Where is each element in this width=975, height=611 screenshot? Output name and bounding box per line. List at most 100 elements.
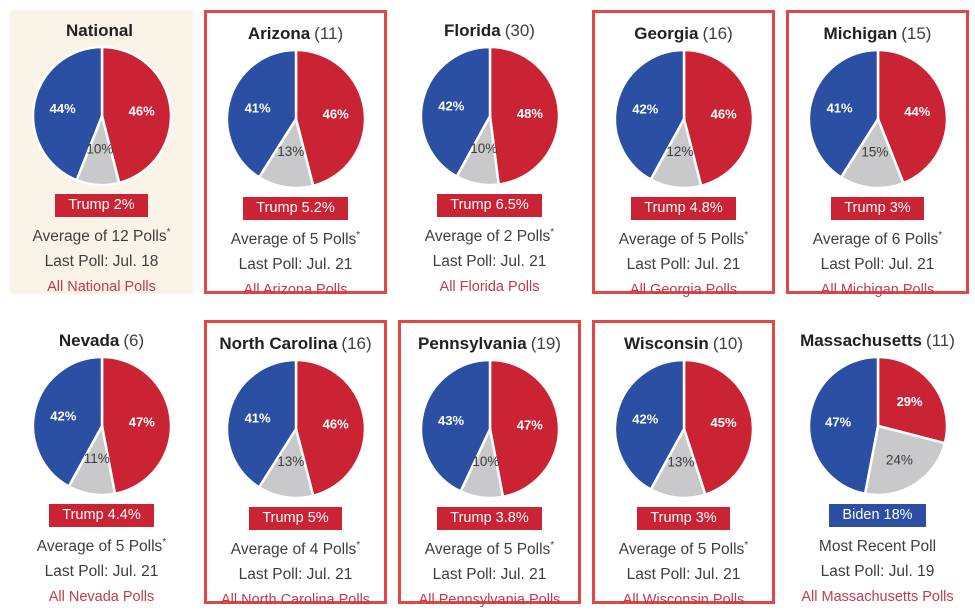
- lead-badge: Trump 6.5%: [437, 194, 542, 217]
- pie-label-undecided: 15%: [861, 144, 888, 159]
- footnote-asterisk: *: [744, 540, 749, 551]
- all-polls-link[interactable]: All Pennsylvania Polls: [418, 592, 561, 609]
- average-line: Average of 2 Polls*: [398, 224, 581, 246]
- all-polls-link[interactable]: All North Carolina Polls: [220, 592, 371, 609]
- average-line: Average of 12 Polls*: [10, 224, 193, 246]
- average-text: Average of 5 Polls: [618, 541, 745, 559]
- pie-slice-trump: [100, 45, 172, 185]
- pie-svg: 46% 12% 42%: [613, 48, 754, 190]
- pie-label-undecided: 10%: [470, 141, 497, 156]
- poll-pie-chart: 46% 13% 41%: [207, 357, 384, 503]
- pie-slice-trump: [294, 48, 366, 188]
- card-title-row: Nevada (6): [10, 330, 193, 352]
- lead-badge: Trump 5.2%: [243, 197, 348, 220]
- lead-badge: Trump 5%: [249, 507, 342, 530]
- pie-slice-biden: [807, 48, 879, 179]
- pie-label-trump: 29%: [896, 394, 922, 409]
- last-poll-line: Last Poll: Jul. 21: [432, 253, 547, 271]
- pie-slice-trump: [682, 358, 754, 496]
- lead-badge-row: Trump 4.8%: [595, 197, 772, 220]
- footnote-asterisk: *: [166, 227, 171, 238]
- pie-svg: 48% 10% 42%: [419, 45, 560, 187]
- last-poll-line: Last Poll: Jul. 18: [44, 253, 159, 271]
- pie-label-biden: 42%: [632, 102, 658, 117]
- card-title-row: Florida (30): [398, 20, 581, 42]
- pie-label-biden: 42%: [632, 412, 658, 427]
- state-poll-card: Massachusetts (11) 29% 24% 47% Biden 18% Mo…: [786, 320, 969, 606]
- average-text: Average of 5 Polls: [618, 231, 745, 249]
- average-line: Average of 5 Polls*: [595, 537, 772, 559]
- pie-label-undecided: 13%: [277, 144, 304, 159]
- average-text: Average of 5 Polls: [36, 538, 163, 556]
- pie-label-trump: 46%: [322, 417, 348, 432]
- pie-label-undecided: 10%: [86, 141, 113, 156]
- card-title-row: National: [10, 20, 193, 42]
- pie-label-trump: 46%: [322, 107, 348, 122]
- poll-pie-chart: 46% 10% 44%: [10, 44, 193, 190]
- pie-label-undecided: 24%: [885, 452, 912, 467]
- average-line: Most Recent Poll: [786, 534, 969, 556]
- lead-badge-row: Trump 2%: [10, 194, 193, 217]
- state-poll-card: North Carolina (16) 46% 13% 41% Trump 5% Av…: [204, 320, 387, 608]
- pie-slice-trump: [488, 358, 560, 499]
- pie-label-biden: 41%: [244, 100, 270, 115]
- all-polls-link[interactable]: All Nevada Polls: [48, 589, 155, 606]
- lead-badge: Trump 3.8%: [437, 507, 542, 530]
- lead-badge: Trump 4.4%: [49, 504, 154, 527]
- last-poll-line: Last Poll: Jul. 21: [44, 563, 159, 581]
- card-title: Wisconsin: [623, 334, 709, 353]
- poll-pie-chart: 48% 10% 42%: [398, 44, 581, 190]
- pie-slice-biden: [225, 48, 297, 179]
- all-polls-link[interactable]: All National Polls: [47, 279, 156, 296]
- pie-label-biden: 42%: [50, 409, 76, 424]
- pie-label-undecided: 13%: [667, 454, 694, 469]
- pie-label-trump: 48%: [516, 106, 542, 121]
- all-polls-link[interactable]: All Massachusetts Polls: [801, 589, 954, 606]
- lead-badge: Trump 4.8%: [631, 197, 736, 220]
- all-polls-link[interactable]: All Michigan Polls: [820, 282, 935, 299]
- last-poll-line: Last Poll: Jul. 21: [626, 566, 741, 584]
- average-text: Average of 12 Polls: [32, 228, 167, 246]
- poll-count: (15): [901, 24, 932, 43]
- all-polls-link[interactable]: All Wisconsin Polls: [622, 592, 745, 609]
- footnote-asterisk: *: [938, 230, 943, 241]
- average-text: Average of 5 Polls: [424, 541, 551, 559]
- pie-svg: 29% 24% 47%: [807, 355, 948, 497]
- card-title: Arizona: [247, 24, 311, 43]
- card-title-row: Massachusetts (11): [786, 330, 969, 352]
- card-title: Nevada: [58, 331, 120, 350]
- state-poll-card: Michigan (15) 44% 15% 41% Trump 3% Average …: [786, 10, 969, 298]
- card-title-row: Georgia (16): [595, 23, 772, 45]
- pie-slice-trump: [876, 48, 948, 185]
- pie-slice-biden: [31, 45, 103, 182]
- lead-badge: Trump 3%: [637, 507, 730, 530]
- all-polls-link[interactable]: All Georgia Polls: [629, 282, 738, 299]
- pie-slice-undecided: [839, 117, 905, 190]
- card-title-row: Pennsylvania (19): [401, 333, 578, 355]
- pie-slice-trump: [876, 355, 948, 445]
- pie-label-biden: 42%: [438, 99, 464, 114]
- state-poll-card: Arizona (11) 46% 13% 41% Trump 5.2% Average…: [204, 10, 387, 298]
- card-title-row: Michigan (15): [789, 23, 966, 45]
- state-poll-card: National 46% 10% 44% Trump 2% Average of 1…: [10, 10, 193, 296]
- pie-slice-trump: [682, 48, 754, 188]
- pie-label-trump: 46%: [710, 107, 736, 122]
- poll-pie-chart: 47% 10% 43%: [401, 357, 578, 503]
- lead-badge-row: Trump 3%: [595, 507, 772, 530]
- poll-pie-chart: 47% 11% 42%: [10, 354, 193, 500]
- lead-badge: Biden 18%: [829, 504, 926, 527]
- poll-pie-chart: 46% 12% 42%: [595, 47, 772, 193]
- card-title: Georgia: [634, 24, 699, 43]
- pie-slice-biden: [613, 358, 685, 491]
- pie-svg: 47% 11% 42%: [31, 355, 172, 497]
- all-polls-link[interactable]: All Arizona Polls: [243, 282, 348, 299]
- pie-label-undecided: 13%: [277, 454, 304, 469]
- last-poll-line: Last Poll: Jul. 19: [820, 563, 935, 581]
- lead-badge: Trump 3%: [831, 197, 924, 220]
- state-poll-card: Wisconsin (10) 45% 13% 42% Trump 3% Average…: [592, 320, 775, 608]
- card-title-row: Arizona (11): [207, 23, 384, 45]
- card-title: Michigan: [823, 24, 898, 43]
- all-polls-link[interactable]: All Florida Polls: [439, 279, 540, 296]
- footnote-asterisk: *: [550, 540, 555, 551]
- pie-svg: 46% 10% 44%: [31, 45, 172, 187]
